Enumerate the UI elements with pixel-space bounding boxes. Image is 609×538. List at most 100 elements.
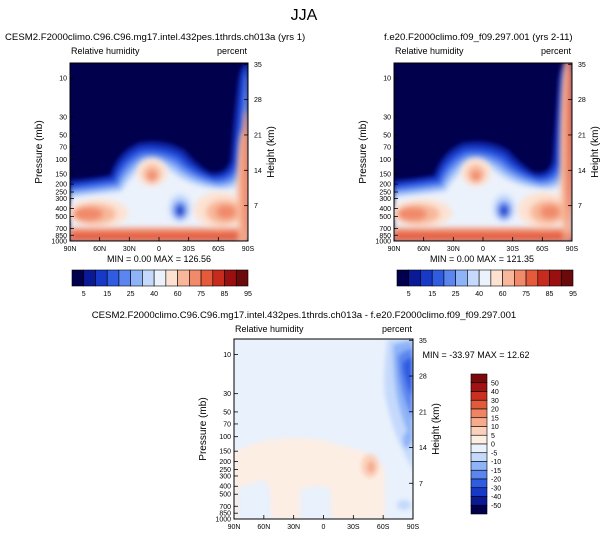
colorbar-swatch <box>212 269 225 287</box>
y-tick-label: 30 <box>223 391 231 398</box>
y-tick-label: 10 <box>59 76 67 83</box>
y-right-tick-label: 28 <box>578 97 586 104</box>
panel-axes: 90N 60N 30N 0 30S 60S 90S103050701001502002503… <box>358 62 601 253</box>
colorbar-label: 75 <box>197 291 205 298</box>
figure-title: JJA <box>291 7 318 24</box>
colorbar-label: 5 <box>82 291 86 298</box>
y-tick-label: 250 <box>55 190 67 197</box>
colorbar-swatch <box>189 269 202 287</box>
colorbar-label: -20 <box>491 477 501 484</box>
field-label: Relative humidity <box>395 46 464 56</box>
colorbar-swatch <box>396 269 410 287</box>
colorbar-swatch <box>106 269 120 287</box>
colorbar-swatch <box>470 408 488 419</box>
colorbar-swatch <box>478 269 492 287</box>
y-tick-label: 700 <box>379 226 391 233</box>
colorbar-swatch <box>431 269 445 287</box>
y-tick-label: 100 <box>379 157 391 164</box>
y-tick-label: 500 <box>379 214 391 221</box>
y-tick-label: 70 <box>383 145 391 152</box>
contour-field <box>234 339 413 519</box>
y-tick-label: 1000 <box>215 517 231 524</box>
colorbar-swatch <box>470 478 488 489</box>
x-tick-label: 90S <box>566 246 579 253</box>
y-tick-label: 150 <box>219 449 231 456</box>
colorbar-swatch <box>470 426 488 436</box>
colorbar-swatch <box>470 443 488 454</box>
y-tick-label: 150 <box>379 171 391 178</box>
colorbar-swatch <box>142 269 155 287</box>
colorbar-label: 15 <box>491 415 499 422</box>
x-tick-label: 60S <box>536 246 549 253</box>
y-tick-label: 30 <box>59 115 67 122</box>
x-tick-label: 90S <box>242 246 255 253</box>
y-tick-label: 10 <box>383 76 391 83</box>
colorbar-label: 50 <box>491 380 499 387</box>
y-tick-label: 100 <box>55 157 67 164</box>
x-tick-label: 30N <box>447 246 460 253</box>
colorbar-swatch <box>455 269 468 287</box>
y-tick-label: 100 <box>219 434 231 441</box>
colorbar-swatch <box>177 269 190 287</box>
x-tick-label: 0 <box>322 524 326 531</box>
x-tick-label: 60S <box>212 246 225 253</box>
x-tick-label: 0 <box>481 246 485 253</box>
x-tick-label: 60N <box>257 524 270 531</box>
panel-model: CESM2.F2000climo.C96.C96.mg17.intel.432p… <box>5 32 305 298</box>
y-right-tick-label: 28 <box>254 97 262 104</box>
colorbar-swatch <box>71 269 85 287</box>
panel-difference: CESM2.F2000climo.C96.C96.mg17.intel.432p… <box>92 310 530 531</box>
colorbar-label: 5 <box>491 433 495 440</box>
x-tick-label: 30S <box>347 524 360 531</box>
panel-reference: f.e20.F2000climo.f09_f09.297.001 (yrs 2-… <box>358 32 601 298</box>
colorbar-label: 60 <box>174 291 182 298</box>
colorbar-label: 15 <box>428 291 436 298</box>
colorbar-swatch <box>470 461 488 471</box>
y-right-axis-title: Height (km) <box>431 403 442 455</box>
colorbar-swatch <box>408 269 421 287</box>
colorbar-swatch <box>467 269 480 287</box>
x-tick-label: 30S <box>182 246 195 253</box>
x-tick-label: 30N <box>123 246 136 253</box>
y-right-axis-title: Height (km) <box>590 126 601 178</box>
colorbar-swatch <box>549 269 562 287</box>
y-tick-label: 700 <box>55 226 67 233</box>
colorbar-label: 25 <box>452 291 460 298</box>
panel-axes: 90N 60N 30N 0 30S 60S 90S103050701001502002503… <box>198 338 442 531</box>
y-tick-label: 200 <box>379 182 391 189</box>
colorbar-swatch <box>224 269 237 287</box>
panel-axes: 90N 60N 30N 0 30S 60S 90S103050701001502002503… <box>34 62 277 253</box>
colorbar-swatch <box>118 269 131 287</box>
colorbar-label: 20 <box>491 407 499 414</box>
colorbar-swatch <box>537 269 550 287</box>
colorbar-swatch <box>83 269 96 287</box>
field-label: Relative humidity <box>71 46 140 56</box>
panel-title: f.e20.F2000climo.f09_f09.297.001 (yrs 2-… <box>384 32 573 43</box>
colorbar-label: -50 <box>491 503 501 510</box>
y-tick-label: 850 <box>55 233 67 240</box>
colorbar-swatch <box>153 269 167 287</box>
y-tick-label: 250 <box>379 190 391 197</box>
colorbar-swatch <box>502 269 515 287</box>
colorbar-label: -30 <box>491 485 501 492</box>
x-tick-label: 90S <box>407 524 420 531</box>
colorbar-swatch <box>490 269 503 287</box>
colorbar-label: 40 <box>150 291 158 298</box>
units-label: percent <box>217 46 248 56</box>
colorbar-label: 85 <box>221 291 229 298</box>
colorbar-label: -10 <box>491 459 501 466</box>
colorbar-swatch <box>514 269 527 287</box>
colorbar-label: 75 <box>522 291 530 298</box>
y-tick-label: 30 <box>383 115 391 122</box>
x-tick-label: 90N <box>228 524 241 531</box>
y-tick-label: 400 <box>55 206 67 213</box>
x-tick-label: 30S <box>506 246 519 253</box>
colorbar-label: 85 <box>546 291 554 298</box>
colorbar-swatch <box>443 269 456 287</box>
y-tick-label: 300 <box>219 473 231 480</box>
panel-title: CESM2.F2000climo.C96.C96.mg17.intel.432p… <box>92 310 517 321</box>
field-label: Relative humidity <box>235 324 304 334</box>
y-right-tick-label: 21 <box>254 132 262 139</box>
y-right-tick-label: 14 <box>419 445 427 452</box>
